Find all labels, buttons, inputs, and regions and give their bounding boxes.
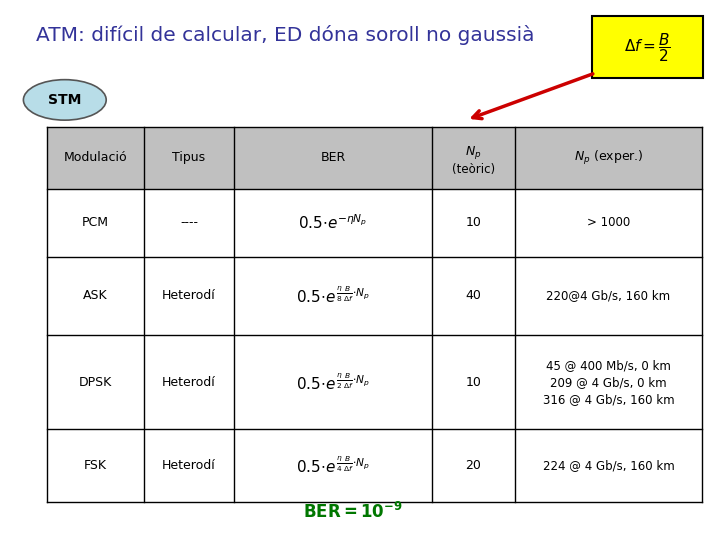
Text: Heterodí: Heterodí xyxy=(162,289,216,302)
Text: (teòric): (teòric) xyxy=(452,163,495,177)
Text: ----: ---- xyxy=(180,216,198,229)
Bar xyxy=(47,256,702,335)
Text: > 1000: > 1000 xyxy=(587,216,630,229)
Text: 224 @ 4 Gb/s, 160 km: 224 @ 4 Gb/s, 160 km xyxy=(543,459,674,472)
Bar xyxy=(47,127,702,189)
Bar xyxy=(47,189,702,256)
Ellipse shape xyxy=(23,80,107,120)
Text: $N_p$: $N_p$ xyxy=(465,144,482,161)
Text: 45 @ 400 Mb/s, 0 km
209 @ 4 Gb/s, 0 km
316 @ 4 Gb/s, 160 km: 45 @ 400 Mb/s, 0 km 209 @ 4 Gb/s, 0 km 3… xyxy=(543,359,674,406)
Text: 10: 10 xyxy=(465,375,482,389)
Text: 220@4 Gb/s, 160 km: 220@4 Gb/s, 160 km xyxy=(546,289,670,302)
Text: FSK: FSK xyxy=(84,459,107,472)
Text: $\mathbf{BER = 10^{-9}}$: $\mathbf{BER = 10^{-9}}$ xyxy=(303,502,402,522)
Text: STM: STM xyxy=(48,93,81,107)
Text: Heterodí: Heterodí xyxy=(162,375,216,389)
Text: DPSK: DPSK xyxy=(78,375,112,389)
Text: $\Delta f = \dfrac{B}{2}$: $\Delta f = \dfrac{B}{2}$ xyxy=(624,31,671,64)
Text: ASK: ASK xyxy=(83,289,108,302)
Text: Tipus: Tipus xyxy=(172,151,206,165)
Text: $0.5{\cdot}e^{-\eta N_p}$: $0.5{\cdot}e^{-\eta N_p}$ xyxy=(298,213,368,232)
Text: PCM: PCM xyxy=(82,216,109,229)
Text: Modulació: Modulació xyxy=(63,151,127,165)
Text: $0.5{\cdot}e^{\,\frac{\eta}{8}\frac{B}{\Delta f}{\cdot}N_p}$: $0.5{\cdot}e^{\,\frac{\eta}{8}\frac{B}{\… xyxy=(296,285,370,306)
Text: 40: 40 xyxy=(465,289,482,302)
Text: $0.5{\cdot}e^{\,\frac{\eta}{4}\frac{B}{\Delta f}{\cdot}N_p}$: $0.5{\cdot}e^{\,\frac{\eta}{4}\frac{B}{\… xyxy=(296,455,370,476)
FancyBboxPatch shape xyxy=(592,16,703,78)
Bar xyxy=(47,429,702,502)
Text: Heterodí: Heterodí xyxy=(162,459,216,472)
Text: 20: 20 xyxy=(465,459,482,472)
Text: $N_p$ (exper.): $N_p$ (exper.) xyxy=(574,149,643,167)
Text: ATM: difícil de calcular, ED dóna soroll no gaussià: ATM: difícil de calcular, ED dóna soroll… xyxy=(36,25,534,45)
Text: 10: 10 xyxy=(465,216,482,229)
Text: $0.5{\cdot}e^{\,\frac{\eta}{2}\frac{B}{\Delta f}{\cdot}N_p}$: $0.5{\cdot}e^{\,\frac{\eta}{2}\frac{B}{\… xyxy=(296,372,370,393)
Bar xyxy=(47,335,702,429)
Text: BER: BER xyxy=(320,151,346,165)
